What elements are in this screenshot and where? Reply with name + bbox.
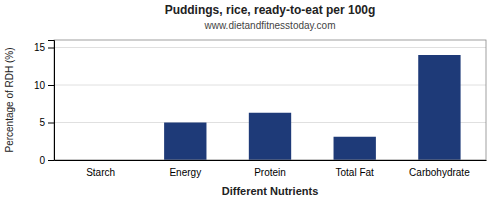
x-axis-title: Different Nutrients: [222, 185, 319, 197]
grid-line: [54, 47, 486, 48]
y-tick: 0: [39, 155, 54, 166]
y-tick-label: 5: [39, 117, 45, 128]
x-tick: Protein: [254, 167, 286, 178]
x-tick-label: Total Fat: [336, 167, 375, 178]
y-tick-label: 15: [34, 42, 46, 53]
x-tick-label: Energy: [169, 167, 201, 178]
y-axis: 0 5 10 15: [34, 41, 55, 166]
x-tick: Total Fat: [336, 167, 375, 178]
y-tick: 15: [34, 42, 54, 53]
x-axis-line: [55, 160, 487, 161]
x-tick-label: Starch: [86, 167, 115, 178]
bar: [334, 137, 376, 160]
x-tick: Energy: [169, 167, 201, 178]
y-tick-label: 0: [39, 155, 45, 166]
x-tick-label: Carbohydrate: [409, 167, 470, 178]
y-axis-title: Percentage of RDH (%): [4, 47, 15, 152]
chart: 0 5 10 15 Starch Energy Protein Total Fat Carboh…: [0, 0, 500, 200]
x-tick: Carbohydrate: [409, 167, 470, 178]
plot-frame: [54, 40, 486, 160]
bar: [249, 113, 291, 160]
y-axis-line: [48, 41, 55, 161]
y-tick-label: 10: [34, 80, 46, 91]
bar: [164, 123, 206, 161]
y-tick-mark: [48, 123, 54, 124]
y-tick: 10: [34, 80, 54, 91]
y-tick-mark: [48, 160, 54, 161]
x-tick: Starch: [86, 167, 115, 178]
y-tick-mark: [48, 85, 54, 86]
x-axis: Starch Energy Protein Total Fat Carbohydrate: [55, 161, 487, 179]
title: Puddings, rice, ready-to-eat per 100g: [165, 3, 376, 17]
bars: [164, 55, 460, 160]
plot: 0 5 10 15 Starch Energy Protein Total Fat Carboh…: [34, 40, 487, 178]
y-tick-mark: [48, 48, 54, 49]
subtitle: www.dietandfitnesstoday.com: [204, 20, 336, 31]
bar: [418, 55, 460, 160]
x-tick-label: Protein: [254, 167, 286, 178]
y-tick: 5: [39, 117, 54, 128]
grid: [54, 48, 486, 161]
